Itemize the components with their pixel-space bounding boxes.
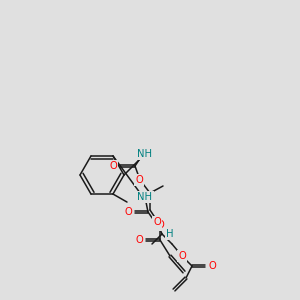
Text: O: O bbox=[135, 235, 143, 245]
Text: O: O bbox=[156, 220, 164, 230]
Text: NH: NH bbox=[137, 149, 152, 159]
Text: O: O bbox=[124, 207, 132, 217]
Text: O: O bbox=[135, 175, 143, 185]
Text: O: O bbox=[153, 217, 161, 227]
Text: H: H bbox=[166, 229, 174, 239]
Text: O: O bbox=[178, 251, 186, 261]
Text: O: O bbox=[208, 261, 216, 271]
Text: NH: NH bbox=[137, 192, 152, 202]
Text: O: O bbox=[109, 161, 117, 171]
